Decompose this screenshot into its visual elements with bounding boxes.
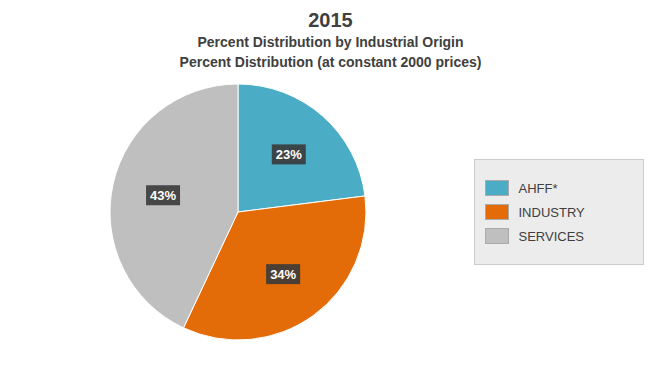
svg-text:43%: 43%	[150, 188, 176, 203]
html-text:INDUSTRY: INDUSTRY	[518, 204, 585, 220]
html-text:SERVICES: SERVICES	[518, 228, 584, 244]
html-text:AHFF*: AHFF*	[518, 180, 558, 196]
html-text:Percent Distribution (at const: Percent Distribution (at constant 2000 p…	[179, 54, 482, 70]
svg-text:23%: 23%	[275, 147, 301, 162]
html-text:2015: 2015	[308, 9, 353, 31]
svg-text:34%: 34%	[270, 267, 296, 282]
html-text:Percent Distribution by Indust: Percent Distribution by Industrial Origi…	[197, 34, 464, 50]
